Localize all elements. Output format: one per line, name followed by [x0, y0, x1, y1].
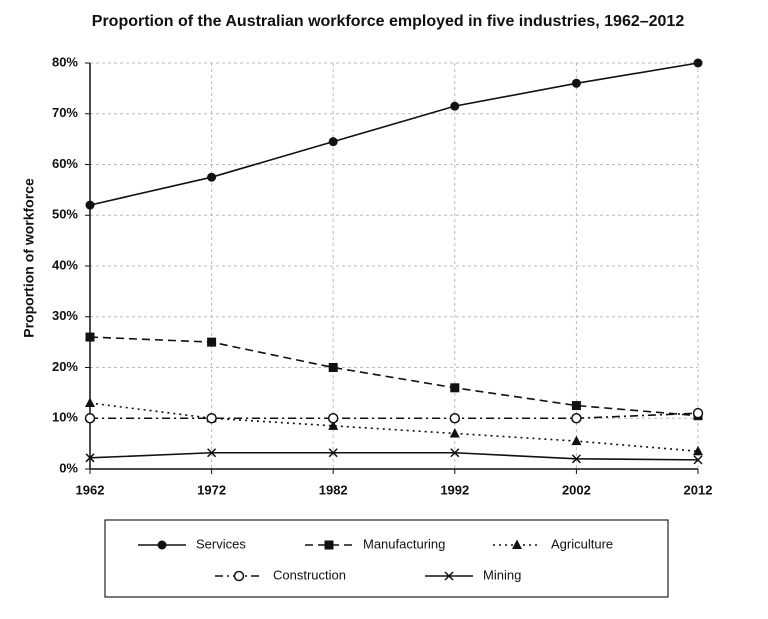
marker — [444, 571, 454, 581]
y-tick-label: 60% — [52, 156, 78, 171]
marker — [328, 420, 339, 430]
marker — [207, 337, 217, 347]
legend-label: Services — [196, 536, 246, 551]
marker — [450, 448, 460, 458]
x-tick-label: 2002 — [562, 482, 591, 497]
marker — [233, 570, 245, 582]
marker — [571, 435, 582, 446]
series-line — [89, 62, 699, 206]
y-tick-label: 20% — [52, 359, 78, 374]
legend-box — [104, 519, 669, 598]
marker — [84, 413, 96, 424]
x-tick-label: 1992 — [440, 482, 469, 497]
series-line — [89, 336, 699, 417]
marker — [207, 448, 217, 458]
marker — [571, 413, 582, 424]
marker — [571, 78, 581, 88]
marker — [206, 413, 217, 424]
x-tick-label: 1982 — [319, 482, 348, 497]
marker — [693, 445, 703, 456]
chart-title: Proportion of the Australian workforce e… — [92, 13, 685, 30]
x-tick-label: 1972 — [197, 482, 226, 497]
marker — [512, 539, 522, 549]
legend-label: Mining — [483, 567, 521, 582]
marker — [449, 413, 461, 424]
x-tick-label: 2012 — [684, 482, 713, 497]
y-tick-label: 80% — [52, 54, 78, 69]
legend-label: Construction — [273, 567, 346, 582]
series-line — [89, 402, 699, 453]
marker — [85, 332, 95, 342]
marker — [693, 455, 703, 465]
y-tick-label: 70% — [52, 105, 78, 120]
marker — [450, 383, 460, 393]
x-tick-label: 1962 — [76, 482, 105, 497]
y-tick-label: 30% — [52, 308, 78, 323]
y-axis-label: Proportion of workforce — [21, 178, 37, 338]
marker — [157, 540, 167, 550]
y-tick-label: 50% — [52, 207, 78, 222]
marker — [328, 363, 338, 372]
marker — [450, 101, 460, 111]
y-tick-label: 10% — [52, 410, 78, 425]
marker — [207, 172, 217, 182]
marker — [328, 137, 338, 147]
y-tick-label: 40% — [52, 257, 78, 272]
marker — [85, 397, 95, 408]
marker — [571, 454, 581, 464]
series-line — [90, 412, 699, 420]
legend-label: Manufacturing — [363, 536, 445, 551]
marker — [324, 540, 334, 550]
marker — [449, 427, 460, 438]
legend-label: Agriculture — [551, 536, 613, 551]
marker — [693, 58, 703, 68]
marker — [85, 453, 95, 463]
y-tick-label: 0% — [59, 460, 78, 475]
marker — [328, 448, 338, 458]
marker — [571, 401, 581, 411]
marker — [692, 407, 704, 419]
marker — [85, 200, 95, 210]
series-line — [89, 451, 699, 461]
marker — [327, 413, 339, 424]
